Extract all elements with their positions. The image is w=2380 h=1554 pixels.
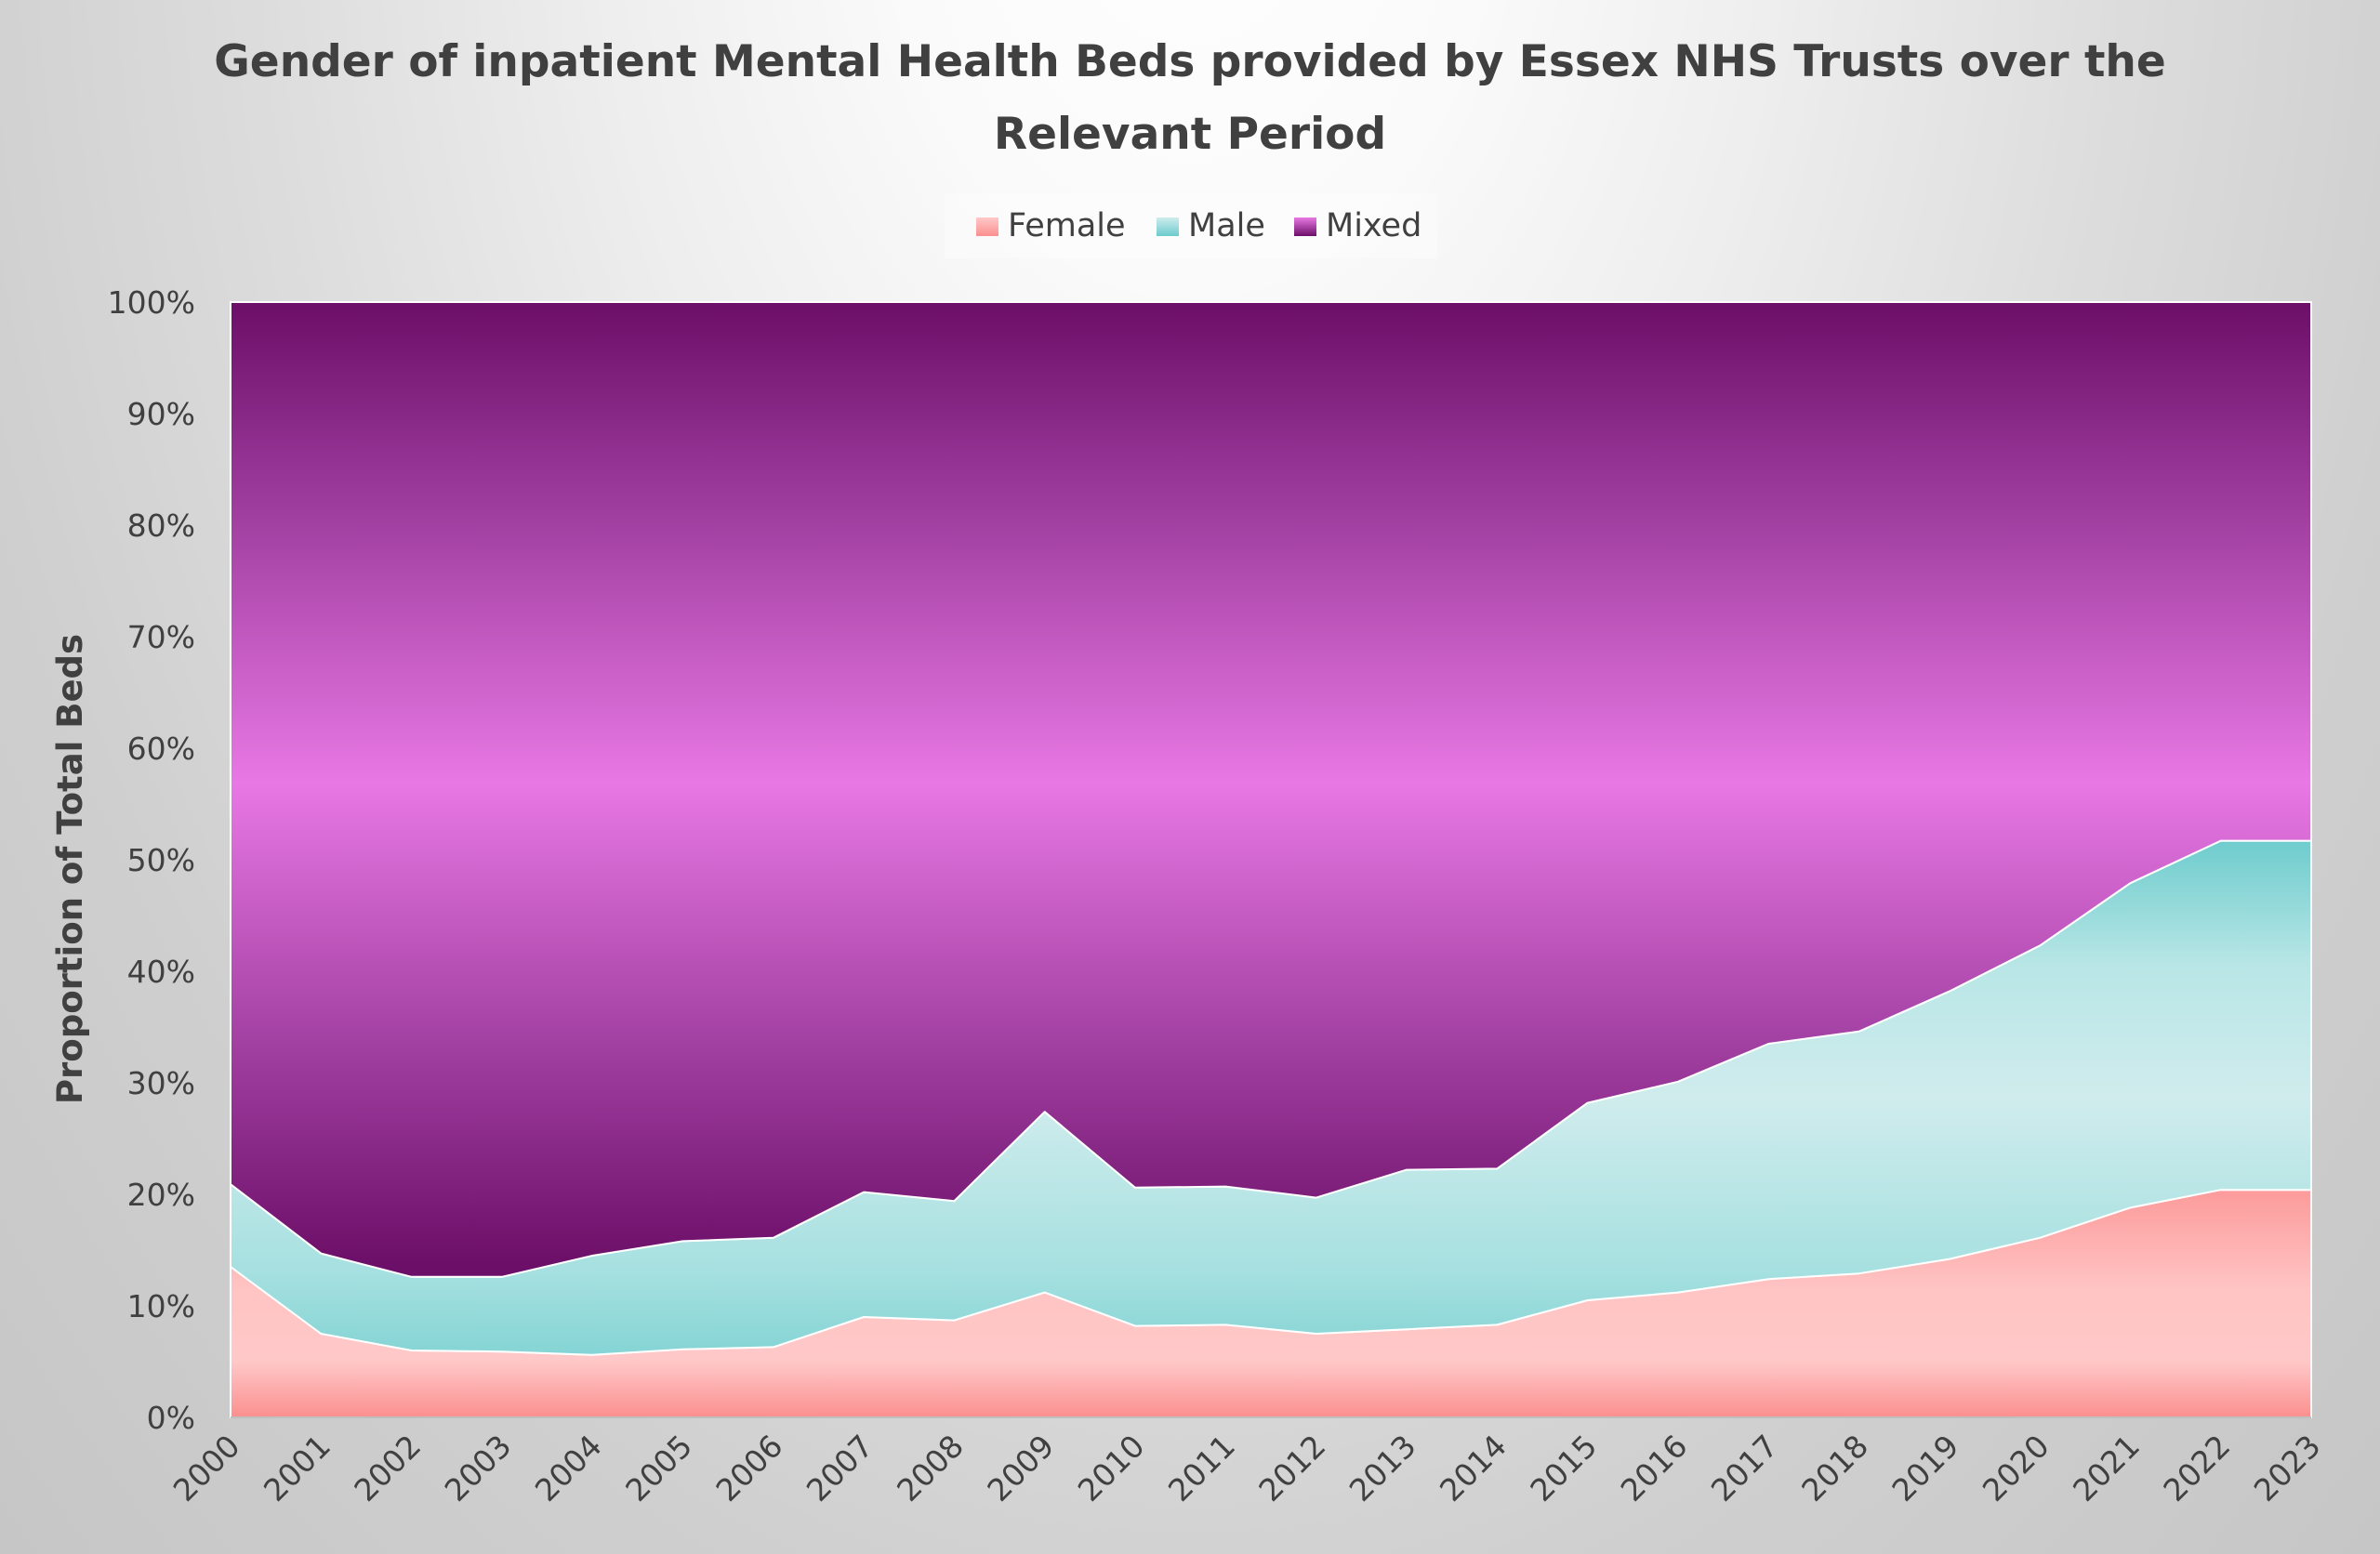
legend-label-mixed: Mixed <box>1326 207 1421 244</box>
x-tick-label: 2019 <box>1884 1428 1965 1508</box>
x-tick-label: 2016 <box>1614 1428 1695 1508</box>
chart-title-line2: Relevant Period <box>994 109 1386 160</box>
x-tick-label: 2013 <box>1342 1428 1423 1508</box>
y-tick-label: 80% <box>127 507 195 544</box>
y-tick-label: 40% <box>127 954 195 990</box>
x-tick-label: 2009 <box>980 1428 1061 1508</box>
chart-title-line1: Gender of inpatient Mental Health Beds p… <box>214 36 2166 87</box>
y-tick-label: 0% <box>147 1400 195 1436</box>
y-tick-label: 90% <box>127 396 195 432</box>
legend-label-male: Male <box>1188 207 1265 244</box>
x-tick-label: 2002 <box>347 1428 428 1508</box>
legend-background <box>945 193 1437 258</box>
x-tick-label: 2007 <box>800 1428 880 1508</box>
x-tick-label: 2004 <box>528 1428 609 1508</box>
x-tick-label: 2017 <box>1704 1428 1785 1508</box>
y-tick-label: 30% <box>127 1065 195 1101</box>
legend-swatch-male <box>1157 217 1179 236</box>
x-tick-label: 2001 <box>257 1428 337 1508</box>
x-tick-label: 2011 <box>1161 1428 1242 1508</box>
x-tick-label: 2020 <box>1976 1428 2056 1508</box>
y-tick-label: 60% <box>127 731 195 767</box>
x-tick-label: 2010 <box>1071 1428 1152 1508</box>
x-tick-label: 2006 <box>708 1428 789 1508</box>
y-axis-ticks: 0% 10% 20% 30% 40% 50% 60% 70% 80% 90% 100% <box>108 284 2311 1436</box>
area-series-mixed <box>230 301 2312 1278</box>
y-tick-label: 100% <box>108 284 195 321</box>
x-tick-label: 2021 <box>2066 1428 2147 1508</box>
x-tick-label: 2015 <box>1523 1428 1604 1508</box>
x-tick-label: 2022 <box>2156 1428 2237 1508</box>
y-tick-label: 70% <box>127 619 195 655</box>
x-tick-label: 2023 <box>2247 1428 2328 1508</box>
x-tick-label: 2018 <box>1794 1428 1875 1508</box>
x-tick-label: 2003 <box>438 1428 519 1508</box>
x-axis-ticks: 2000 2001 2002 2003 2004 2005 2006 2007 2008 2009… <box>166 1428 2328 1508</box>
plot-areas <box>230 301 2312 1418</box>
y-tick-label: 50% <box>127 842 195 878</box>
legend-swatch-mixed <box>1294 217 1316 236</box>
x-tick-label: 2005 <box>618 1428 699 1508</box>
legend: Female Male Mixed <box>945 193 1437 258</box>
y-tick-label: 10% <box>127 1288 195 1324</box>
x-tick-label: 2012 <box>1251 1428 1332 1508</box>
y-axis-label: Proportion of Total Beds <box>50 634 90 1104</box>
legend-swatch-female <box>976 217 998 236</box>
y-tick-label: 20% <box>127 1177 195 1213</box>
x-tick-label: 2008 <box>890 1428 971 1508</box>
x-tick-label: 2014 <box>1433 1428 1514 1508</box>
legend-label-female: Female <box>1008 207 1126 244</box>
x-tick-label: 2000 <box>166 1428 247 1508</box>
